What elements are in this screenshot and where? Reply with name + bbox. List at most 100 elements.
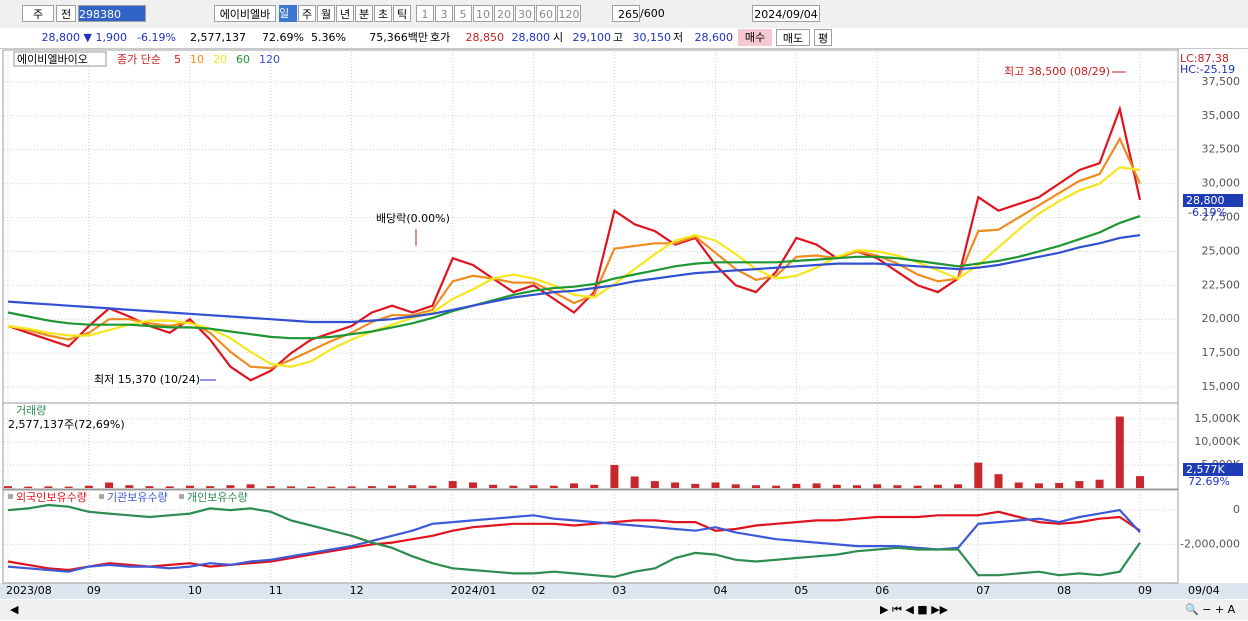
x-tick-label: 09	[87, 584, 101, 597]
volume-bar	[1115, 416, 1124, 488]
legend-swatch	[179, 494, 184, 499]
scroll-controls[interactable]: ▶ ⏮ ◀ ■ ▶▶	[880, 603, 949, 616]
volume-bar	[711, 482, 720, 488]
volume-last: 2,577K	[1186, 463, 1225, 476]
volume-bar	[792, 483, 801, 488]
zoom-controls[interactable]: 🔍 − + A	[1185, 602, 1236, 616]
volume-bar	[691, 483, 700, 488]
avg-button[interactable]: 평	[814, 29, 832, 46]
volume-bar	[913, 485, 922, 488]
volume-bar	[84, 485, 93, 488]
interval-button[interactable]: 1	[416, 5, 434, 22]
indicator: HC:-25.19	[1180, 63, 1235, 76]
volume-bar	[832, 484, 841, 488]
x-tick-label: 12	[350, 584, 364, 597]
volume-bar	[873, 484, 882, 488]
volume-bar	[489, 484, 498, 488]
name-field[interactable]: 에이비엘바	[214, 5, 276, 22]
x-axis-band	[0, 583, 1248, 599]
scroll-left[interactable]: ◀	[10, 603, 19, 616]
volume-bar	[549, 485, 558, 488]
last-price: 28,800	[1186, 194, 1225, 207]
quote-open-label: 시	[553, 31, 564, 44]
y-tick-label: 15,000	[1202, 380, 1241, 393]
legend-item: 120	[259, 53, 280, 66]
volume-bar	[529, 485, 538, 488]
volume-bar	[671, 482, 680, 488]
x-tick-label: 2024/01	[451, 584, 497, 597]
period-button[interactable]: 주	[298, 5, 316, 22]
stock-name: 에이비엘바이오	[17, 53, 88, 66]
x-tick-label: 04	[714, 584, 728, 597]
volume-bar	[388, 485, 397, 488]
count-field[interactable]: 265	[612, 5, 640, 22]
volume-bar	[44, 486, 53, 488]
volume-subtitle: 2,577,137주(72,69%)	[8, 418, 125, 431]
code-input[interactable]: 298380	[78, 5, 146, 22]
interval-button[interactable]: 120	[557, 5, 581, 22]
interval-button[interactable]: 3	[435, 5, 453, 22]
series-line	[7, 166, 1141, 368]
interval-button[interactable]: 30	[515, 5, 535, 22]
x-tick-label: 09	[1138, 584, 1152, 597]
toolbar: 주 전 298380 에이비엘바 일 주 월 년 분 초 틱 1 3 5 10 20 30 60 120 265/60…	[0, 0, 1248, 29]
y-tick-label: 32,500	[1202, 143, 1241, 156]
period-button[interactable]: 년	[336, 5, 354, 22]
y-tick-label: 15,000K	[1194, 412, 1240, 425]
quote-high-label: 고	[613, 31, 624, 44]
volume-bar	[630, 476, 639, 488]
quote-low: 28,600	[694, 31, 734, 44]
volume-bar	[1075, 481, 1084, 488]
y-tick-label: 25,000	[1202, 244, 1241, 257]
volume-bar	[246, 484, 255, 488]
last-price-box	[1183, 194, 1243, 207]
volume-bar	[4, 486, 12, 488]
x-tick-label: 03	[612, 584, 626, 597]
quote-ask-label: 호가	[430, 31, 451, 44]
interval-button[interactable]: 60	[536, 5, 556, 22]
interval-button[interactable]: 5	[454, 5, 472, 22]
y-tick-label: 35,000	[1202, 109, 1241, 122]
period-button[interactable]: 일	[279, 5, 297, 22]
high-note: 최고 38,500 (08/29)	[1004, 65, 1110, 78]
volume-bar	[64, 486, 73, 488]
volume-bar	[974, 462, 983, 488]
x-tick-label: 06	[875, 584, 889, 597]
sell-button[interactable]: 매도	[776, 29, 810, 46]
last-rate: -6.19%	[1188, 206, 1227, 219]
quote-amount: 75,366백만	[369, 31, 428, 44]
period-button[interactable]: 초	[374, 5, 392, 22]
buy-button[interactable]: 매수	[738, 29, 772, 46]
volume-bar	[428, 485, 437, 488]
volume-bar	[650, 481, 659, 488]
volume-bar	[1136, 476, 1144, 488]
date-field[interactable]: 2024/09/04	[752, 5, 820, 22]
market-select[interactable]: 주	[22, 5, 54, 22]
volume-bar	[24, 486, 33, 488]
volume-title: 거래량	[16, 404, 46, 417]
volume-bar	[610, 464, 619, 488]
quote-low-label: 저	[673, 31, 684, 44]
volume-bar	[165, 486, 174, 488]
volume-bar	[893, 485, 902, 488]
volume-bar	[327, 486, 336, 488]
legend-swatch	[99, 494, 104, 499]
interval-button[interactable]: 20	[494, 5, 514, 22]
volume-bar	[125, 485, 134, 488]
volume-bar	[145, 486, 154, 488]
period-button[interactable]: 분	[355, 5, 373, 22]
scrollbar[interactable]	[0, 600, 1248, 620]
period-button[interactable]: 월	[317, 5, 335, 22]
volume-bar	[1014, 482, 1023, 488]
volume-bar	[509, 485, 518, 488]
period-button[interactable]: 틱	[393, 5, 411, 22]
volume-bar	[266, 486, 275, 488]
quote-rate: -6.19%	[137, 31, 176, 44]
x-tick-label: 11	[269, 584, 283, 597]
interval-button[interactable]: 10	[473, 5, 493, 22]
y-tick-label: -2,000,000	[1180, 537, 1240, 550]
volume-bar	[185, 485, 194, 488]
prev-button[interactable]: 전	[56, 5, 76, 22]
y-tick-label: 0	[1233, 503, 1240, 516]
